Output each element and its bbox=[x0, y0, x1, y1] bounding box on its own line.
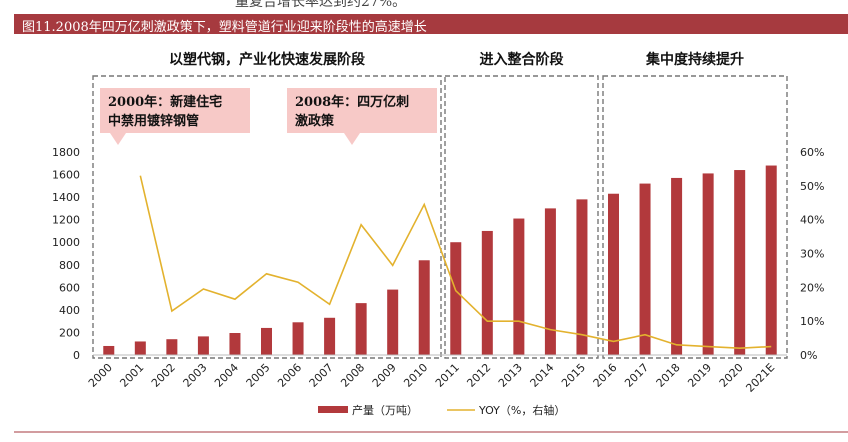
y2-tick-label: 50% bbox=[800, 180, 824, 193]
y-tick-label: 1800 bbox=[52, 146, 80, 159]
y-tick-label: 1200 bbox=[52, 214, 80, 227]
x-tick-label: 2008 bbox=[338, 361, 367, 390]
bar bbox=[261, 327, 272, 355]
x-tick-label: 2000 bbox=[86, 361, 115, 390]
phase-label: 集中度持续提升 bbox=[645, 51, 744, 68]
x-tick-label: 2002 bbox=[149, 361, 178, 390]
y2-tick-label: 0% bbox=[800, 349, 817, 362]
x-tick-label: 2001 bbox=[117, 361, 146, 390]
bar bbox=[324, 317, 336, 355]
x-tick-label: 2010 bbox=[401, 361, 430, 390]
annotation-line: 2008年：四万亿刺 bbox=[295, 94, 409, 110]
y2-tick-label: 30% bbox=[800, 248, 824, 261]
x-tick-label: 2007 bbox=[307, 361, 336, 390]
annotation-box bbox=[287, 88, 437, 145]
y-tick-label: 1600 bbox=[52, 169, 80, 182]
bar bbox=[481, 230, 493, 355]
bar bbox=[134, 341, 146, 355]
y-tick-label: 400 bbox=[59, 304, 80, 317]
x-tick-label: 2004 bbox=[212, 361, 241, 390]
annotation-line: 中禁用镀锌钢管 bbox=[108, 113, 199, 129]
x-tick-label: 2013 bbox=[496, 361, 525, 390]
yoy-line bbox=[139, 175, 772, 350]
bar bbox=[608, 193, 619, 355]
x-tick-label: 2020 bbox=[717, 361, 746, 390]
bar bbox=[671, 177, 683, 355]
y-tick-label: 800 bbox=[59, 259, 80, 272]
x-tick-label: 2021E bbox=[743, 361, 777, 395]
x-tick-label: 2005 bbox=[244, 361, 273, 390]
bar bbox=[513, 218, 525, 355]
bar bbox=[765, 165, 777, 355]
phase-label: 以塑代钢，产业化快速发展阶段 bbox=[169, 51, 365, 68]
bar bbox=[387, 289, 399, 355]
bar bbox=[355, 303, 367, 355]
x-tick-label: 2015 bbox=[559, 361, 588, 390]
bar bbox=[734, 170, 746, 355]
phase-box bbox=[92, 75, 442, 359]
x-tick-label: 2003 bbox=[181, 361, 210, 390]
y-tick-label: 200 bbox=[59, 326, 80, 339]
cut-off-text: 量复合增长率达到约27%。 bbox=[235, 0, 407, 10]
bar bbox=[544, 208, 556, 355]
phase-box bbox=[602, 75, 788, 359]
bar bbox=[702, 173, 714, 355]
x-tick-label: 2006 bbox=[275, 361, 304, 390]
bar bbox=[103, 345, 115, 355]
annotation-line: 2000年：新建住宅 bbox=[108, 94, 222, 110]
phase-label: 进入整合阶段 bbox=[480, 51, 564, 68]
bar bbox=[229, 333, 241, 355]
y2-tick-label: 60% bbox=[800, 146, 824, 159]
annotation-line: 激政策 bbox=[295, 113, 335, 129]
x-tick-label: 2018 bbox=[654, 361, 683, 390]
x-tick-label: 2014 bbox=[528, 361, 557, 390]
bar bbox=[576, 199, 588, 355]
bar bbox=[639, 183, 651, 355]
y-tick-label: 1000 bbox=[52, 236, 80, 249]
x-tick-label: 2012 bbox=[464, 361, 493, 390]
y-tick-label: 0 bbox=[73, 349, 80, 362]
bar bbox=[197, 336, 209, 355]
x-tick-label: 2011 bbox=[433, 361, 462, 390]
x-tick-label: 2016 bbox=[591, 361, 620, 390]
bar bbox=[418, 260, 430, 355]
x-tick-label: 2017 bbox=[622, 361, 651, 390]
y2-tick-label: 10% bbox=[800, 315, 824, 328]
figure-title: 图11.2008年四万亿刺激政策下，塑料管道行业迎来阶段性的高速增长 bbox=[22, 20, 427, 35]
legend-label: 产量（万吨） bbox=[352, 403, 418, 417]
y2-tick-label: 20% bbox=[800, 281, 824, 294]
y-tick-label: 1400 bbox=[52, 191, 80, 204]
phase-box bbox=[444, 75, 599, 359]
bar bbox=[166, 339, 178, 355]
y2-tick-label: 40% bbox=[800, 214, 824, 227]
legend-bar-swatch bbox=[318, 406, 348, 413]
legend-label: YOY（%，右轴） bbox=[478, 403, 565, 417]
y-tick-label: 600 bbox=[59, 281, 80, 294]
bar bbox=[450, 242, 462, 355]
x-tick-label: 2009 bbox=[370, 361, 399, 390]
bar bbox=[292, 322, 304, 355]
annotation-box bbox=[100, 88, 250, 145]
figure-title-bar: 图11.2008年四万亿刺激政策下，塑料管道行业迎来阶段性的高速增长 bbox=[14, 14, 848, 35]
x-tick-label: 2019 bbox=[685, 361, 714, 390]
